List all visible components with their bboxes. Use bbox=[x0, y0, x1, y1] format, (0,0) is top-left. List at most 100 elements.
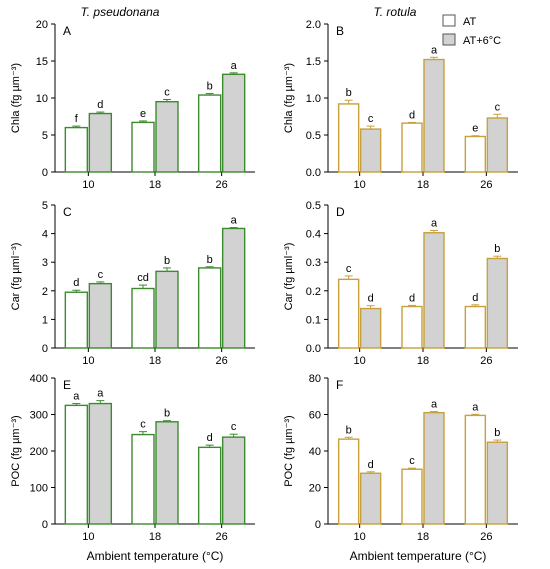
y-tick-label: 20 bbox=[309, 483, 321, 495]
y-tick-label: 0.0 bbox=[306, 343, 321, 355]
bar-at bbox=[337, 438, 360, 525]
significance-letter: a bbox=[431, 217, 438, 229]
y-tick-label: 0 bbox=[42, 167, 48, 179]
panel-a: 0 5 10 15 20 Chla (fg µm⁻³) A 10 f d 18 e c 26 b a bbox=[10, 19, 255, 191]
y-axis-label: POC (fg µm⁻³) bbox=[283, 415, 295, 486]
significance-letter: b bbox=[207, 254, 213, 266]
bar-warm bbox=[359, 472, 382, 525]
bar-warm bbox=[486, 441, 509, 525]
significance-letter: b bbox=[346, 87, 352, 99]
bar-warm bbox=[221, 227, 246, 349]
bar-warm bbox=[221, 436, 246, 525]
panel-d: 0.0 0.1 0.2 0.3 0.4 0.5 Car (fg µml⁻³) D 10 c d 18 d… bbox=[283, 200, 518, 367]
significance-letter: a bbox=[231, 215, 238, 227]
x-tick-label: 18 bbox=[417, 355, 429, 367]
significance-letter: d bbox=[207, 432, 213, 444]
panel-letter: B bbox=[336, 24, 344, 38]
y-tick-label: 0.5 bbox=[306, 130, 321, 142]
bar-at bbox=[197, 446, 222, 525]
panel-letter: C bbox=[63, 205, 72, 219]
bar-warm bbox=[88, 112, 113, 173]
bar-at bbox=[401, 305, 423, 349]
y-axis-label: POC (fg µm⁻³) bbox=[10, 415, 22, 486]
panel-letter: A bbox=[63, 24, 71, 38]
significance-letter: b bbox=[494, 427, 500, 439]
significance-letter: c bbox=[495, 101, 501, 113]
y-tick-label: 40 bbox=[309, 446, 321, 458]
x-tick-label: 18 bbox=[417, 531, 429, 543]
legend-label-at: AT bbox=[463, 16, 477, 28]
y-tick-label: 1.0 bbox=[306, 93, 321, 105]
y-tick-label: 60 bbox=[309, 410, 321, 422]
bar-at bbox=[337, 103, 360, 173]
y-tick-label: 5 bbox=[42, 130, 48, 142]
bar-warm bbox=[155, 270, 179, 349]
bar-warm bbox=[88, 402, 113, 525]
significance-letter: c bbox=[409, 455, 415, 467]
significance-letter: a bbox=[73, 391, 80, 403]
bar-warm bbox=[359, 128, 382, 173]
y-tick-label: 200 bbox=[30, 446, 48, 458]
bar-at bbox=[464, 414, 487, 525]
significance-letter: c bbox=[346, 263, 352, 275]
significance-letter: a bbox=[472, 401, 479, 413]
bar-at bbox=[337, 278, 360, 349]
y-tick-label: 2.0 bbox=[306, 19, 321, 31]
significance-letter: c bbox=[231, 421, 237, 433]
y-tick-label: 0.2 bbox=[306, 286, 321, 298]
bar-warm bbox=[486, 117, 509, 173]
x-tick-label: 18 bbox=[149, 355, 161, 367]
significance-letter: d bbox=[409, 292, 415, 304]
significance-letter: b bbox=[164, 408, 170, 420]
bar-at bbox=[401, 122, 423, 173]
y-tick-label: 80 bbox=[309, 373, 321, 385]
x-tick-label: 10 bbox=[82, 179, 94, 191]
x-tick-label: 10 bbox=[354, 179, 366, 191]
significance-letter: d bbox=[73, 277, 79, 289]
y-axis-label: Car (fg µml⁻³) bbox=[10, 243, 22, 311]
y-tick-label: 300 bbox=[30, 410, 48, 422]
x-tick-label: 26 bbox=[480, 531, 492, 543]
y-tick-label: 5 bbox=[42, 200, 48, 212]
bar-warm bbox=[155, 100, 179, 173]
y-tick-label: 400 bbox=[30, 373, 48, 385]
y-tick-label: 1 bbox=[42, 314, 48, 326]
y-tick-label: 0 bbox=[315, 519, 321, 531]
panel-letter: E bbox=[63, 378, 71, 392]
y-tick-label: 20 bbox=[36, 19, 48, 31]
significance-letter: a bbox=[97, 388, 104, 400]
significance-letter: b bbox=[207, 81, 213, 93]
legend: AT AT+6°C bbox=[442, 14, 501, 47]
significance-letter: d bbox=[368, 459, 374, 471]
y-tick-label: 1.5 bbox=[306, 56, 321, 68]
bar-at bbox=[464, 135, 487, 173]
y-axis-label: Car (fg µml⁻³) bbox=[283, 243, 295, 311]
panel-letter: F bbox=[336, 378, 343, 392]
x-tick-label: 18 bbox=[417, 179, 429, 191]
x-axis-label-left: Ambient temperature (°C) bbox=[87, 549, 224, 563]
panel-c: 0 1 2 3 4 5 Car (fg µml⁻³) C 10 d c 18 cd b 26 b a bbox=[10, 200, 255, 367]
x-tick-label: 10 bbox=[82, 531, 94, 543]
bar-at bbox=[64, 291, 89, 349]
significance-letter: d bbox=[409, 109, 415, 121]
significance-letter: a bbox=[431, 399, 438, 411]
x-tick-label: 10 bbox=[354, 531, 366, 543]
y-tick-label: 0 bbox=[42, 519, 48, 531]
significance-letter: c bbox=[164, 86, 170, 98]
bar-warm bbox=[423, 411, 445, 525]
significance-letter: cd bbox=[137, 272, 149, 284]
significance-letter: c bbox=[98, 269, 104, 281]
y-tick-label: 0.3 bbox=[306, 257, 321, 269]
significance-letter: a bbox=[431, 44, 438, 56]
y-tick-label: 0.1 bbox=[306, 314, 321, 326]
bar-at bbox=[197, 94, 222, 173]
panel-b: 0.0 0.5 1.0 1.5 2.0 Chla (fg µm⁻³) B 10 b c 18 d a 26… bbox=[283, 19, 518, 191]
legend-swatch-warm bbox=[442, 33, 456, 46]
significance-letter: b bbox=[164, 255, 170, 267]
species-title-right: T. rotula bbox=[374, 5, 417, 19]
legend-label-warm: AT+6°C bbox=[463, 35, 501, 47]
bar-at bbox=[131, 433, 155, 525]
x-tick-label: 18 bbox=[149, 179, 161, 191]
